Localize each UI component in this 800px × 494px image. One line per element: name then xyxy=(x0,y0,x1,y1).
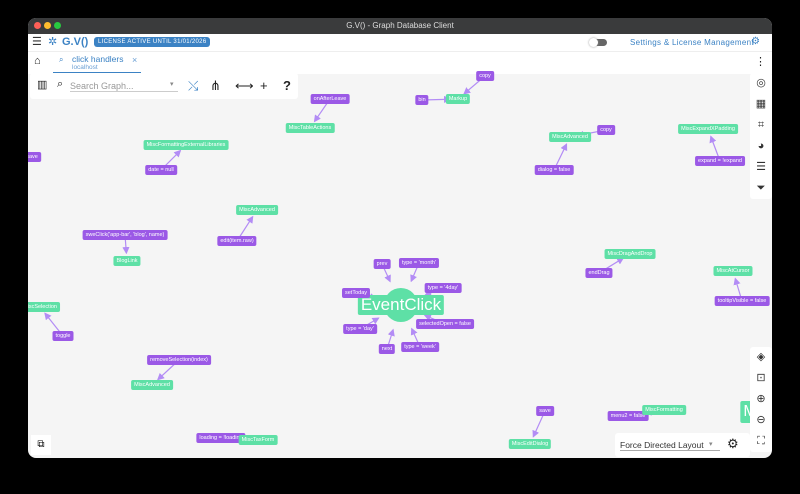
graph-node[interactable]: MiscFormatting xyxy=(642,405,686,415)
graph-toolbar: ▥ ⌕ Search Graph... ▾ ⤯ ⋔ ⟷ + ? xyxy=(30,73,298,99)
graph-node[interactable]: MiscEditDialog xyxy=(508,439,552,449)
more-options-icon[interactable]: ⋮ xyxy=(755,56,766,68)
tab-click-handlers[interactable]: ⌕ click handlers localhost × xyxy=(53,52,141,73)
graph-node[interactable]: edit(item.raw) xyxy=(217,236,257,246)
graph-node[interactable]: bin xyxy=(415,95,429,105)
graph-node[interactable]: onAfterLeave xyxy=(310,94,350,104)
graph-node[interactable]: tooltipVisible = false xyxy=(714,296,770,306)
add-icon[interactable]: + xyxy=(260,78,268,93)
graph-node[interactable]: MiscSelection xyxy=(28,302,60,312)
window-title: G.V() - Graph Database Client xyxy=(346,21,454,30)
minimize-window-button[interactable] xyxy=(44,22,51,29)
logo-icon: ✲ xyxy=(48,36,58,48)
layout-select-value: Force Directed Layout xyxy=(620,440,720,451)
graph-node[interactable]: MiscTableActions xyxy=(285,123,335,133)
table-icon[interactable]: ▦ xyxy=(755,98,767,110)
title-bar: G.V() - Graph Database Client xyxy=(28,18,772,34)
graph-node[interactable]: type = 'day' xyxy=(343,324,377,334)
graph-node[interactable]: loading = !loading xyxy=(196,433,246,443)
graph-node[interactable]: Markup xyxy=(445,94,471,104)
search-input[interactable]: Search Graph... xyxy=(70,81,178,92)
chevron-down-icon[interactable]: ▾ xyxy=(170,81,174,88)
settings-link[interactable]: Settings & License Management xyxy=(630,38,754,47)
graph-node[interactable]: MiscDragAndDrop xyxy=(604,249,656,259)
query-icon: ⌕ xyxy=(59,55,64,64)
right-toolbar: ◎ ▦ ⌗ ◕ ☰ ⏷ xyxy=(750,73,772,199)
graph-node[interactable]: MiscAdvanced xyxy=(236,205,278,215)
logo: G.V() xyxy=(62,36,89,48)
graph-node[interactable]: dialog = false xyxy=(534,165,574,175)
focus-icon[interactable]: ⊡ xyxy=(756,372,766,384)
close-window-button[interactable] xyxy=(34,22,41,29)
fullscreen-icon[interactable]: ⛶ xyxy=(757,435,765,447)
graph-node[interactable]: save xyxy=(536,406,554,416)
zoom-in-icon[interactable]: ⊕ xyxy=(756,393,766,405)
tab-title: click handlers xyxy=(72,54,124,64)
filter-icon[interactable]: ⏷ xyxy=(756,182,766,194)
graph-node[interactable]: MiscAdvanced xyxy=(131,380,173,390)
graph-node[interactable]: copy xyxy=(597,125,615,135)
graph-node[interactable]: type = 'month' xyxy=(398,258,440,268)
graph-node[interactable]: MiscExpandXPadding xyxy=(678,124,738,134)
graph-node[interactable]: save xyxy=(28,152,41,162)
app-bar: ☰ ✲ G.V() LICENSE ACTIVE UNTIL 31/01/202… xyxy=(28,34,772,52)
palette-icon[interactable]: ◕ xyxy=(757,140,765,152)
expand-horizontal-icon[interactable]: ⟷ xyxy=(235,78,254,93)
graph-node[interactable]: MiscAdvanced xyxy=(549,132,591,142)
graph-node[interactable]: type = 'week' xyxy=(401,342,439,352)
graph-node[interactable]: MiscTaxForm xyxy=(238,435,278,445)
graph-node[interactable]: expand = !expand xyxy=(695,156,745,166)
history-button[interactable]: ⧉ xyxy=(31,435,51,455)
view-toolbar: ◈ ⊡ ⊕ ⊖ ⛶ xyxy=(750,347,772,452)
graph-node[interactable]: MiscFormattingExternalLibraries xyxy=(143,140,229,150)
layout-settings-icon[interactable]: ⚙ xyxy=(727,436,739,451)
layers-icon[interactable]: ◈ xyxy=(756,351,766,363)
tab-subtitle: localhost xyxy=(72,64,98,71)
menu-icon[interactable]: ☰ xyxy=(32,36,42,48)
graph-node[interactable]: BlogLink xyxy=(113,256,141,266)
graph-node[interactable]: prev xyxy=(373,259,391,269)
tree-layout-icon[interactable]: ⋔ xyxy=(210,78,221,93)
close-tab-icon[interactable]: × xyxy=(132,55,138,65)
zoom-out-icon[interactable]: ⊖ xyxy=(756,414,766,426)
query-builder-icon[interactable]: ⤯ xyxy=(188,78,199,93)
app-window: G.V() - Graph Database Client ☰ ✲ G.V() … xyxy=(28,18,772,458)
map-icon[interactable]: ▥ xyxy=(37,79,48,91)
graph-node[interactable]: date = null xyxy=(145,165,177,175)
theme-toggle[interactable] xyxy=(589,38,607,47)
path-icon[interactable]: ⌗ xyxy=(757,119,765,131)
graph-node[interactable]: next xyxy=(378,344,396,354)
tab-bar: ⌂ ⌕ click handlers localhost × ⋮ xyxy=(28,52,772,74)
graph-node[interactable]: type = '4day' xyxy=(424,283,462,293)
license-badge: LICENSE ACTIVE UNTIL 31/01/2026 xyxy=(94,37,211,47)
target-icon[interactable]: ◎ xyxy=(756,77,766,89)
graph-node[interactable]: endDrag xyxy=(585,268,613,278)
graph-node[interactable]: menu2 = false xyxy=(607,411,649,421)
search-icon: ⌕ xyxy=(57,78,64,90)
chevron-down-icon: ▾ xyxy=(709,441,713,448)
graph-node[interactable]: removeSelection(index) xyxy=(147,355,211,365)
help-icon[interactable]: ? xyxy=(283,78,291,93)
graph-node[interactable]: selectedOpen = false xyxy=(416,319,474,329)
graph-node[interactable]: EventClick xyxy=(357,288,445,322)
sliders-icon[interactable]: ☰ xyxy=(756,161,766,173)
graph-node[interactable]: setToday xyxy=(341,288,371,298)
layout-selector[interactable]: Force Directed Layout ▾ ⚙ xyxy=(615,433,750,457)
graph-node[interactable]: MiscAtCursor xyxy=(713,266,753,276)
home-tab[interactable]: ⌂ xyxy=(34,55,41,67)
graph-node[interactable]: toggle xyxy=(52,331,74,341)
graph-node[interactable]: sweClick('app-bar', 'blog', name) xyxy=(82,230,168,240)
graph-node[interactable]: copy xyxy=(476,71,494,81)
gear-icon[interactable]: ⚙ xyxy=(751,36,760,47)
maximize-window-button[interactable] xyxy=(54,22,61,29)
